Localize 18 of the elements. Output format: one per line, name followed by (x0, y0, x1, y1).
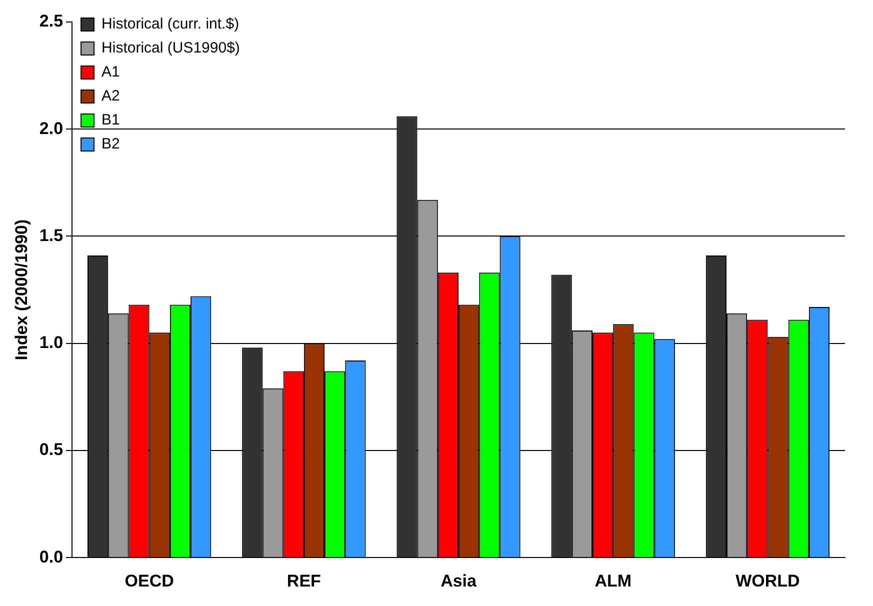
y-axis-title: Index (2000/1990) (12, 219, 31, 360)
legend-label: Historical (US1990$) (102, 40, 240, 57)
y-tick-label: 0.0 (39, 547, 64, 566)
legend-label: B1 (102, 112, 120, 129)
y-tick-label: 1.0 (39, 333, 64, 352)
y-tick-label: 2.0 (39, 118, 64, 138)
legend-label: B2 (102, 136, 120, 153)
x-tick-label: OECD (124, 571, 174, 590)
x-tick-label: REF (286, 571, 321, 590)
y-tick-label: 0.5 (39, 440, 64, 460)
x-tick-label: Asia (440, 571, 478, 590)
y-tick-label: 1.5 (39, 226, 64, 245)
legend-label: A1 (102, 64, 120, 81)
legend-label: A2 (102, 88, 120, 105)
x-tick-label: WORLD (736, 571, 800, 590)
legend-label: Historical (curr. int.$) (102, 16, 240, 33)
x-tick-label: ALM (594, 571, 632, 590)
y-tick-label: 2.5 (39, 12, 64, 31)
